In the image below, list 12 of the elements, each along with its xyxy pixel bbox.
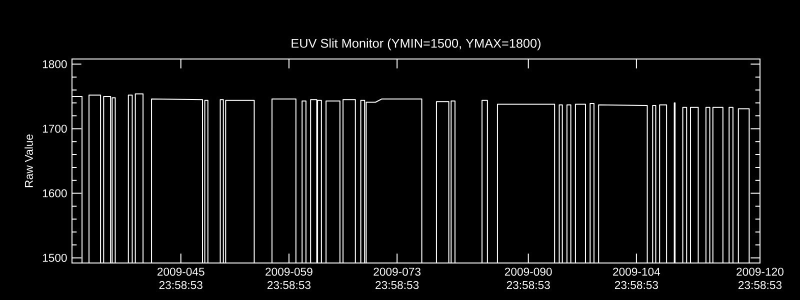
x-tick-label: 2009-090 23:58:53 [504, 268, 552, 290]
y-tick-label: 1700 [42, 124, 67, 133]
y-tick-label: 1500 [42, 254, 67, 262]
y-tick-label: 1800 [42, 60, 67, 68]
x-tick-label: 2009-073 23:58:53 [374, 268, 421, 290]
y-tick-label: 1600 [42, 189, 67, 198]
x-tick-label: 2009-059 23:58:53 [266, 268, 312, 290]
x-tick-label: 2009-104 23:58:53 [613, 268, 660, 290]
chart-title: EUV Slit Monitor (YMIN=1500, YMAX=1800) [292, 38, 540, 50]
x-tick-label: 2009-120 23:58:53 [736, 268, 784, 290]
x-tick-label: 2009-045 23:58:53 [157, 268, 204, 290]
y-axis-title: Raw Value [24, 134, 33, 188]
